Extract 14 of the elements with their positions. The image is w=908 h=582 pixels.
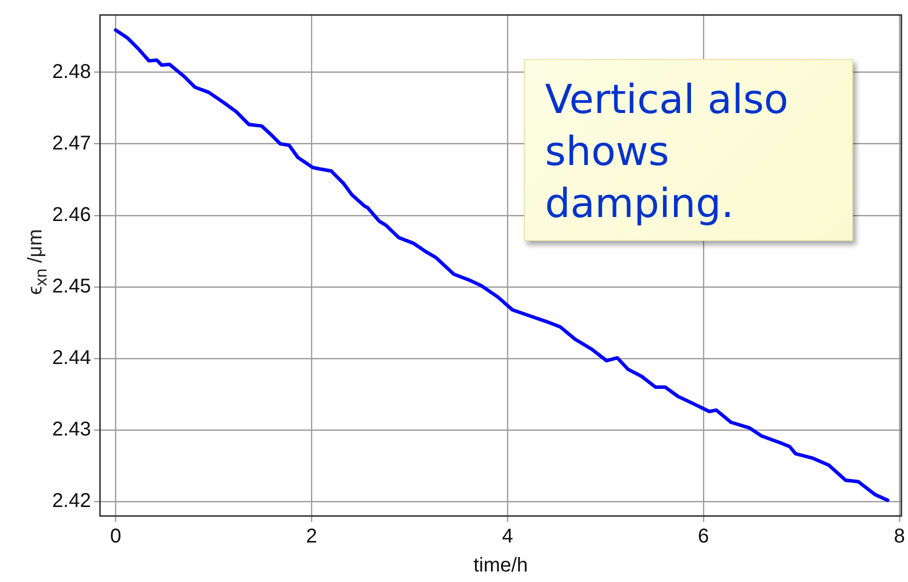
x-tick-label: 0 bbox=[110, 526, 122, 548]
y-tick-label: 2.45 bbox=[52, 275, 91, 298]
annotation: Vertical also shows damping. bbox=[524, 59, 853, 241]
y-tick-label: 2.46 bbox=[52, 204, 91, 226]
y-tick-label: 2.43 bbox=[52, 418, 91, 441]
x-tick-label: 8 bbox=[894, 526, 905, 548]
y-tick-label: 2.42 bbox=[52, 490, 91, 512]
y-tick-label: 2.47 bbox=[52, 132, 91, 154]
x-tick-label: 6 bbox=[698, 526, 710, 548]
y-tick-label: 2.48 bbox=[52, 60, 91, 83]
y-tick-label: 2.44 bbox=[52, 347, 91, 370]
x-tick-label: 2 bbox=[306, 526, 318, 548]
x-tick-label: 4 bbox=[502, 526, 514, 548]
x-axis-title: time/h bbox=[473, 554, 528, 577]
